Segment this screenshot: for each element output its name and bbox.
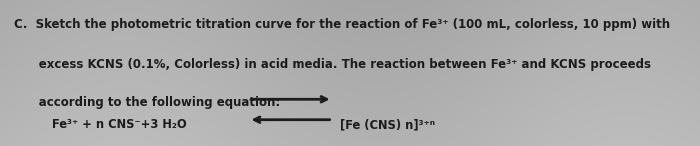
Text: [Fe (CNS) n]³⁺ⁿ: [Fe (CNS) n]³⁺ⁿ [340, 118, 435, 131]
Text: according to the following equation:: according to the following equation: [14, 96, 280, 109]
Text: excess KCNS (0.1%, Colorless) in acid media. The reaction between Fe³⁺ and KCNS : excess KCNS (0.1%, Colorless) in acid me… [14, 58, 651, 71]
Text: C.  Sketch the photometric titration curve for the reaction of Fe³⁺ (100 mL, col: C. Sketch the photometric titration curv… [14, 18, 670, 31]
Text: Fe³⁺ + n CNS⁻+3 H₂O: Fe³⁺ + n CNS⁻+3 H₂O [52, 118, 188, 131]
